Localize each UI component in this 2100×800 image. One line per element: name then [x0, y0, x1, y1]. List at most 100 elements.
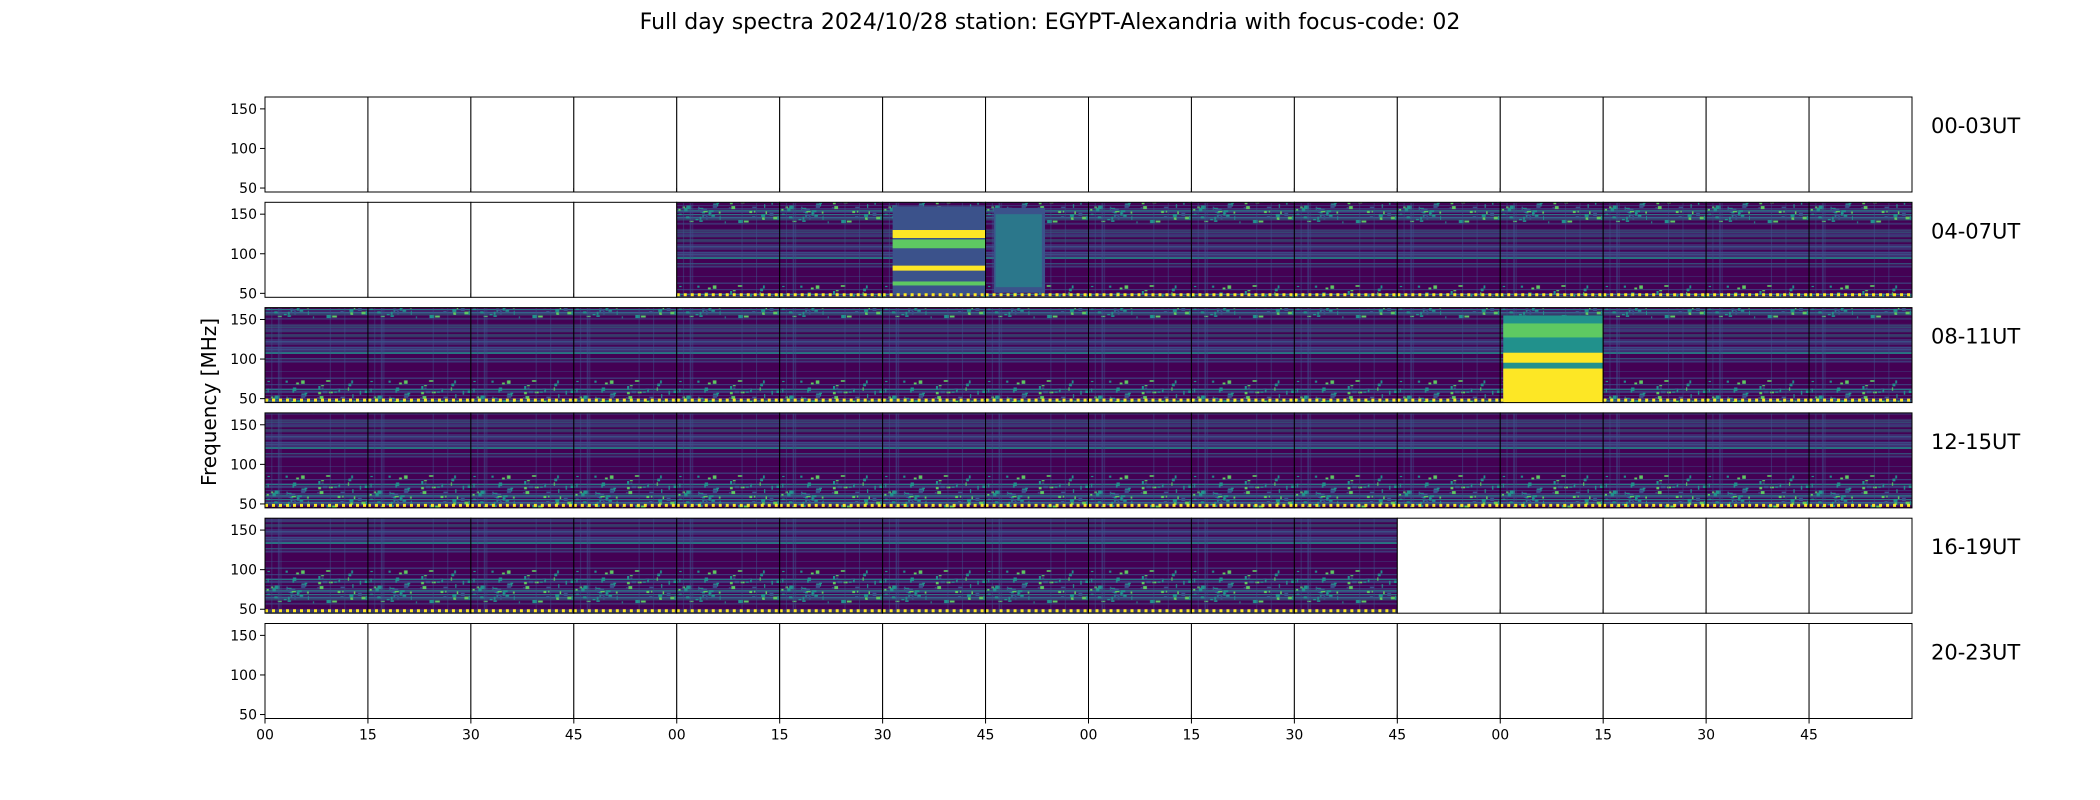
- spectrum-cell: [1499, 201, 1604, 298]
- cell-spectrum: [676, 307, 780, 403]
- spectrum-cell: [676, 623, 781, 719]
- spectrum-cell: [1293, 412, 1398, 509]
- x-tick-label: 00: [256, 728, 274, 744]
- cell-spectrum: [367, 518, 471, 614]
- row-label: 00-03UT: [1931, 114, 2020, 138]
- cell-spectrum: [1603, 307, 1707, 403]
- cell-spectrum: [1294, 307, 1398, 403]
- spectrum-cell: [470, 623, 575, 719]
- empty-cell-bg: [779, 97, 883, 192]
- spectrum-cell: [1396, 412, 1501, 509]
- x-tick-label: 15: [1183, 728, 1201, 744]
- y-tick-label: 100: [230, 457, 257, 473]
- cell-spectrum: [1809, 202, 1912, 298]
- spectra-row: 50 100 150 00-03UT: [230, 96, 2020, 197]
- x-tick-label: 30: [874, 728, 892, 744]
- spectrum-cell: [1396, 307, 1501, 404]
- spectrum-cell: [264, 201, 369, 298]
- y-tick-label: 150: [230, 102, 257, 118]
- spectrum-cell: [676, 96, 781, 193]
- spectrum-cell: [1396, 96, 1501, 193]
- empty-cell-bg: [265, 202, 368, 298]
- spectrum-cell: [779, 201, 884, 298]
- cell-spectrum: [779, 202, 883, 298]
- spectrum-cell: [1602, 517, 1707, 614]
- x-tick-label: 45: [1800, 728, 1818, 744]
- spectrum-cell: [1808, 517, 1913, 614]
- y-tick-label: 150: [230, 207, 257, 223]
- row-label: 16-19UT: [1931, 535, 2020, 559]
- cell-spectrum: [1397, 412, 1501, 508]
- empty-cell-bg: [573, 623, 677, 719]
- spectrum-cell: [1499, 517, 1604, 614]
- spectrum-cell: [1602, 201, 1707, 298]
- spectrum-cell: [470, 96, 575, 193]
- x-tick-label: 00: [1080, 728, 1098, 744]
- cell-spectrum: [1294, 412, 1398, 508]
- spectrum-cell: [470, 307, 575, 404]
- empty-cell-bg: [1500, 623, 1604, 719]
- cell-spectrum: [985, 412, 1089, 508]
- row-label: 04-07UT: [1931, 219, 2020, 243]
- empty-cell-bg: [1294, 97, 1398, 192]
- cell-spectrum: [779, 412, 883, 508]
- cell-spectrum: [985, 518, 1089, 614]
- empty-cell-bg: [676, 623, 780, 719]
- empty-cell-bg: [1603, 623, 1707, 719]
- spectrum-cell: [676, 307, 781, 404]
- y-tick-label: 100: [230, 141, 257, 157]
- y-tick-label: 50: [239, 708, 257, 724]
- empty-cell-bg: [985, 623, 1089, 719]
- y-tick-label: 50: [239, 392, 257, 408]
- cell-spectrum: [1397, 202, 1501, 298]
- spectrum-cell: [573, 412, 678, 509]
- burst-fill: [892, 206, 986, 296]
- spectrum-cell: [1602, 412, 1707, 509]
- cell-spectrum: [1706, 202, 1810, 298]
- spectrum-cell: [1396, 623, 1501, 719]
- spectrum-cell: [367, 517, 472, 614]
- cell-spectrum: [882, 518, 986, 614]
- y-tick-label: 50: [239, 602, 257, 618]
- spectrum-cell: [676, 517, 781, 614]
- cell-spectrum: [573, 307, 677, 403]
- burst-band: [892, 244, 986, 249]
- spectrum-cell: [1088, 201, 1192, 298]
- y-tick-label: 100: [230, 668, 257, 684]
- spectra-row: 50 100 150 08-11UT: [230, 307, 2020, 408]
- cell-spectrum: [367, 307, 471, 403]
- spectrum-cell: [882, 412, 987, 509]
- empty-cell-bg: [779, 623, 883, 719]
- cell-spectrum: [573, 412, 677, 508]
- empty-cell-bg: [1500, 518, 1604, 614]
- burst-band: [892, 239, 986, 245]
- spectrum-cell: [1705, 201, 1810, 298]
- spectrum-cell: [1808, 96, 1913, 193]
- spectrum-cell: [264, 412, 369, 509]
- spectrum-cell: [1808, 201, 1913, 298]
- spectrum-cell: [1293, 307, 1398, 404]
- spectrum-cell: [573, 96, 678, 193]
- spectra-row: 50 100 150 20-23UT: [230, 623, 2020, 724]
- cell-frame: [1808, 307, 1913, 404]
- spectrum-cell: [264, 623, 369, 719]
- cell-spectrum: [676, 518, 780, 614]
- spectrum-cell: [1293, 201, 1398, 298]
- burst-band: [1503, 352, 1604, 363]
- spectrum-cell: [1705, 517, 1810, 614]
- cell-frame: [1808, 201, 1913, 298]
- spectrum-cell: [1190, 201, 1295, 298]
- spectrum-cell: [1499, 96, 1604, 193]
- spectrum-cell: [1499, 412, 1604, 509]
- spectrum-cell: [882, 307, 987, 404]
- spectrum-cell: [1705, 307, 1810, 404]
- row-label: 08-11UT: [1931, 325, 2020, 349]
- spectrum-cell: [676, 201, 781, 298]
- spectrum-cell: [1808, 623, 1913, 719]
- spectrum-cell: [367, 201, 472, 298]
- cell-spectrum: [779, 307, 883, 403]
- x-tick-label: 15: [1594, 728, 1612, 744]
- x-tick-label: 15: [771, 728, 789, 744]
